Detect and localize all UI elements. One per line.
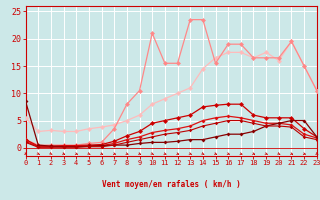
X-axis label: Vent moyen/en rafales ( km/h ): Vent moyen/en rafales ( km/h ) <box>102 180 241 189</box>
